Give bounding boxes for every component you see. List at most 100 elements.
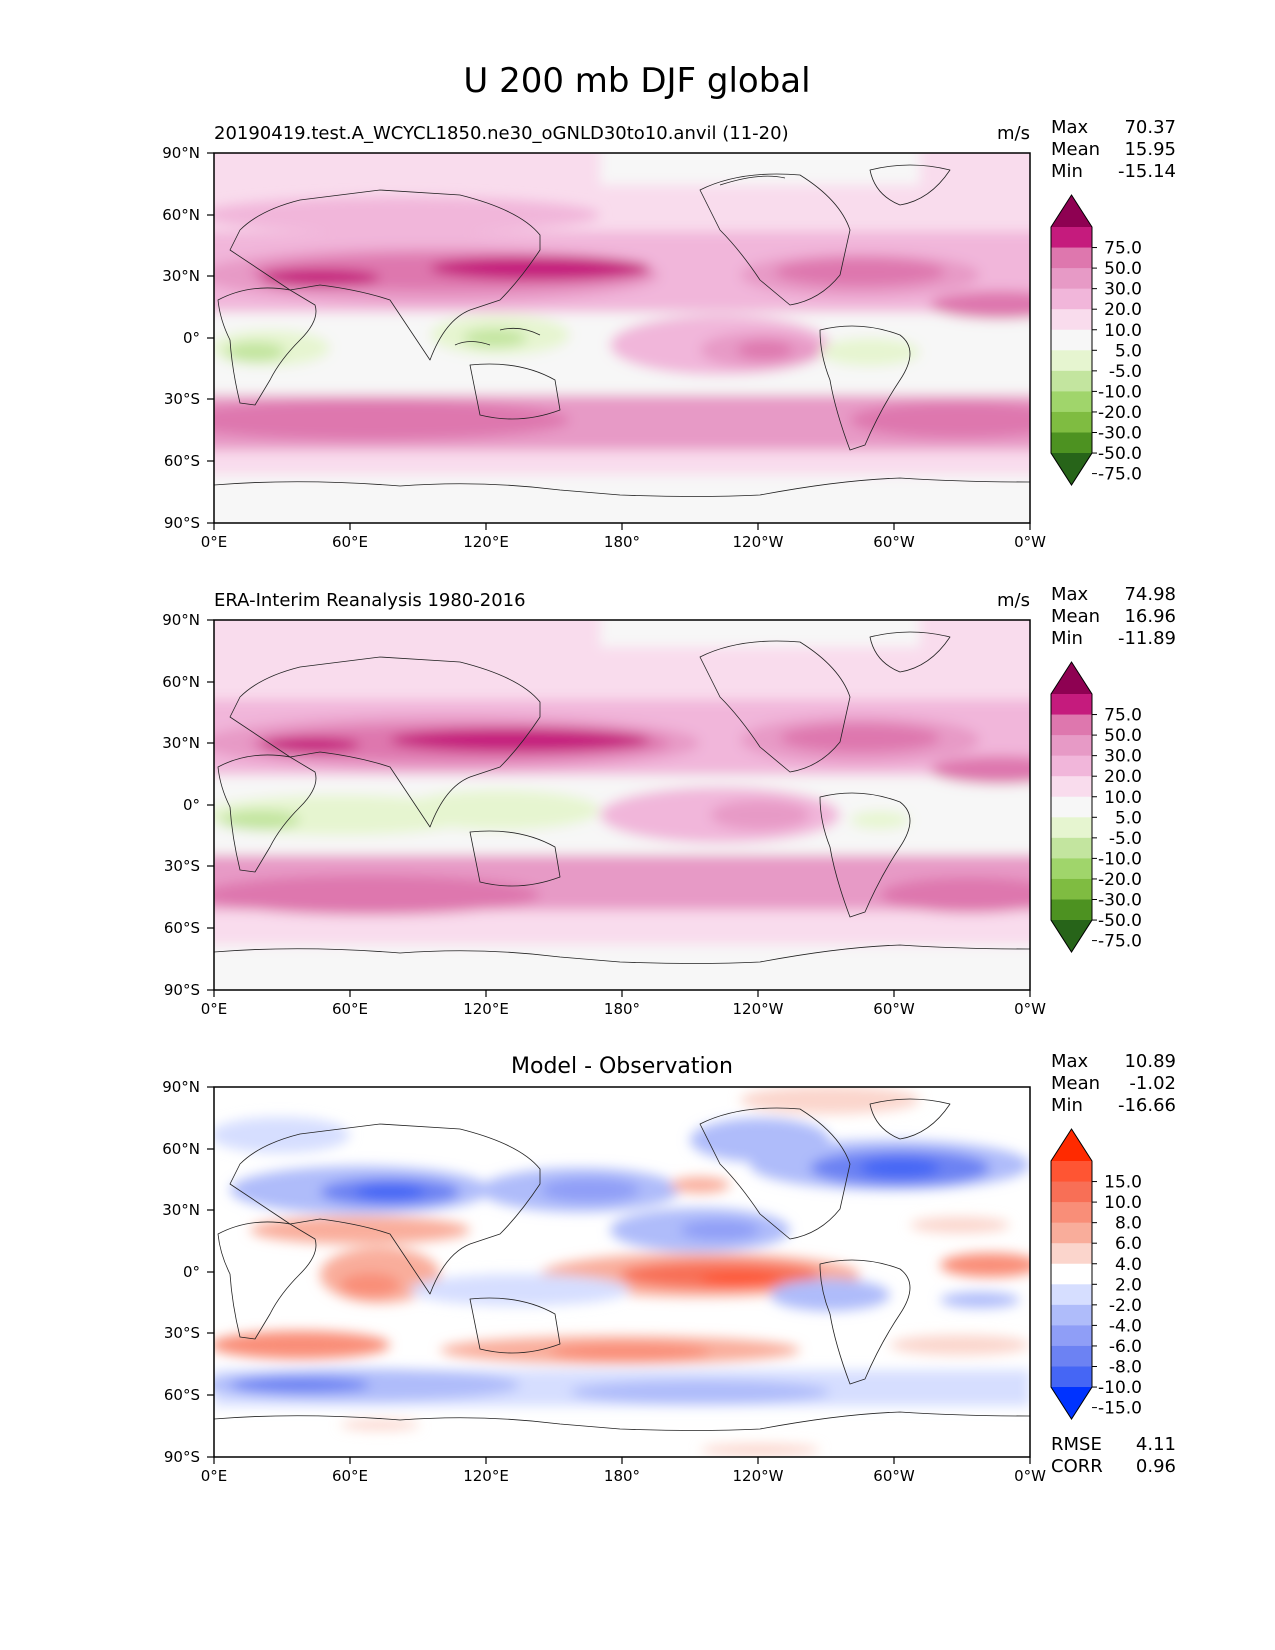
colorbar-level-label: 10.0 xyxy=(1104,788,1142,808)
lon-tick-label: 60°E xyxy=(332,1467,368,1485)
panel-title: 20190419.test.A_WCYCL1850.ne30_oGNLD30to… xyxy=(214,123,789,144)
lat-tick-labels: 90°N 60°N 30°N 0° 30°S 60°S 90°S xyxy=(162,611,200,999)
panel-title: Model - Observation xyxy=(511,1054,733,1079)
colorbar-swatch xyxy=(1051,1366,1092,1388)
lat-tick-label: 0° xyxy=(183,796,200,814)
colorbar-level-label: 15.0 xyxy=(1104,1173,1142,1193)
lat-tick-label: 60°N xyxy=(162,206,200,224)
colorbar-level-label: 50.0 xyxy=(1104,259,1142,279)
units-label: m/s xyxy=(997,123,1030,144)
colorbar-level-label: -30.0 xyxy=(1098,891,1142,911)
lon-tick-label: 120°W xyxy=(733,1467,784,1485)
figure-title: U 200 mb DJF global xyxy=(463,61,810,101)
colorbar-level-label: -8.0 xyxy=(1109,1358,1142,1378)
colorbar-swatch xyxy=(1051,837,1092,859)
map-field xyxy=(214,153,1030,523)
stat-label-max: Max xyxy=(1051,117,1089,138)
lat-tick-label: 30°N xyxy=(162,1201,200,1219)
lon-tick-label: 60°W xyxy=(873,533,915,551)
colorbar-level-label: 30.0 xyxy=(1104,280,1142,300)
lon-tick-label: 0°E xyxy=(201,1000,228,1018)
stat-label-min: Min xyxy=(1051,628,1083,649)
lon-tick-label: 0°W xyxy=(1014,1467,1046,1485)
stat-value-min: -11.89 xyxy=(1118,628,1176,649)
colorbar-level-label: -30.0 xyxy=(1098,424,1142,444)
stat-label-rmse: RMSE xyxy=(1051,1434,1102,1455)
colorbar-outline xyxy=(1050,661,1093,953)
stat-value-corr: 0.96 xyxy=(1136,1456,1176,1477)
colorbar-swatch xyxy=(1051,1202,1092,1224)
colorbar-swatch xyxy=(1051,1345,1092,1367)
stat-label-corr: CORR xyxy=(1051,1456,1103,1477)
colorbar-swatch xyxy=(1051,1263,1092,1285)
stats-block: Max 10.89 Mean -1.02 Min -16.66 RMSE 4.1… xyxy=(1051,1051,1176,1477)
lon-tick-label: 120°W xyxy=(733,1000,784,1018)
colorbar-level-label: -4.0 xyxy=(1109,1316,1142,1336)
colorbar: 15.010.08.06.04.02.0-2.0-4.0-6.0-8.0-10.… xyxy=(1050,1128,1142,1420)
colorbar-extend-max xyxy=(1051,662,1092,694)
colorbar-outline xyxy=(1050,1128,1093,1420)
colorbar-extend-min xyxy=(1051,1387,1092,1420)
lat-tick-label: 90°S xyxy=(164,514,200,532)
lat-tick-label: 30°S xyxy=(164,857,200,875)
colorbar-swatch xyxy=(1051,268,1092,290)
colorbar-level-label: 6.0 xyxy=(1115,1234,1142,1254)
stat-label-max: Max xyxy=(1051,1051,1089,1072)
colorbar-swatch xyxy=(1051,858,1092,880)
lon-tick-labels: 0°E 60°E 120°E 180° 120°W 60°W 0°W xyxy=(201,533,1046,551)
lon-tick-label: 180° xyxy=(604,1000,640,1018)
colorbar-level-label: -75.0 xyxy=(1098,465,1142,485)
colorbar-level-label: 10.0 xyxy=(1104,1193,1142,1213)
lat-tick-label: 30°N xyxy=(162,734,200,752)
colorbar-level-label: -10.0 xyxy=(1098,1378,1142,1398)
lon-tick-label: 180° xyxy=(604,533,640,551)
stat-value-mean: 15.95 xyxy=(1124,139,1176,160)
lat-tick-label: 0° xyxy=(183,329,200,347)
lon-tick-label: 60°E xyxy=(332,533,368,551)
panel-model: 20190419.test.A_WCYCL1850.ne30_oGNLD30to… xyxy=(162,117,1176,551)
lat-tick-label: 90°N xyxy=(162,144,200,162)
colorbar-swatch xyxy=(1051,1284,1092,1306)
colorbar-swatch xyxy=(1051,391,1092,413)
lat-tick-label: 60°N xyxy=(162,673,200,691)
colorbar-level-label: 75.0 xyxy=(1104,706,1142,726)
colorbar-level-label: -50.0 xyxy=(1098,911,1142,931)
colorbar-swatch xyxy=(1051,350,1092,372)
lon-tick-label: 60°W xyxy=(873,1000,915,1018)
lon-tick-label: 60°E xyxy=(332,1000,368,1018)
colorbar-level-label: 20.0 xyxy=(1104,767,1142,787)
colorbar-swatch xyxy=(1051,714,1092,736)
colorbar-level-label: -10.0 xyxy=(1098,849,1142,869)
colorbar-swatch xyxy=(1051,1222,1092,1244)
colorbar-swatch xyxy=(1051,1243,1092,1265)
colorbar-level-label: -10.0 xyxy=(1098,382,1142,402)
lat-tick-label: 90°S xyxy=(164,981,200,999)
colorbar-swatch xyxy=(1051,329,1092,351)
stat-value-max: 70.37 xyxy=(1124,117,1176,138)
colorbar-level-label: 10.0 xyxy=(1104,321,1142,341)
stats-block: Max 70.37 Mean 15.95 Min -15.14 xyxy=(1051,117,1176,182)
stat-value-min: -16.66 xyxy=(1118,1095,1176,1116)
units-label: m/s xyxy=(997,590,1030,611)
lat-tick-label: 30°S xyxy=(164,1324,200,1342)
lon-tick-label: 0°E xyxy=(201,1467,228,1485)
colorbar-level-label: 20.0 xyxy=(1104,300,1142,320)
lon-tick-label: 60°W xyxy=(873,1467,915,1485)
coastlines xyxy=(214,631,1030,964)
lat-tick-label: 30°N xyxy=(162,267,200,285)
lat-tick-label: 30°S xyxy=(164,390,200,408)
colorbar-level-label: 8.0 xyxy=(1115,1214,1142,1234)
colorbar: 75.050.030.020.010.05.0-5.0-10.0-20.0-30… xyxy=(1050,194,1142,486)
colorbar: 75.050.030.020.010.05.0-5.0-10.0-20.0-30… xyxy=(1050,661,1142,953)
colorbar-swatch xyxy=(1051,899,1092,921)
colorbar-level-label: 5.0 xyxy=(1115,341,1142,361)
stat-label-mean: Mean xyxy=(1051,1073,1100,1094)
colorbar-outline xyxy=(1050,194,1093,486)
stat-label-min: Min xyxy=(1051,1095,1083,1116)
colorbar-swatch xyxy=(1051,735,1092,757)
lon-tick-label: 0°W xyxy=(1014,1000,1046,1018)
colorbar-level-label: -20.0 xyxy=(1098,870,1142,890)
lon-tick-label: 120°W xyxy=(733,533,784,551)
colorbar-swatch xyxy=(1051,411,1092,433)
lat-tick-labels: 90°N 60°N 30°N 0° 30°S 60°S 90°S xyxy=(162,1078,200,1466)
